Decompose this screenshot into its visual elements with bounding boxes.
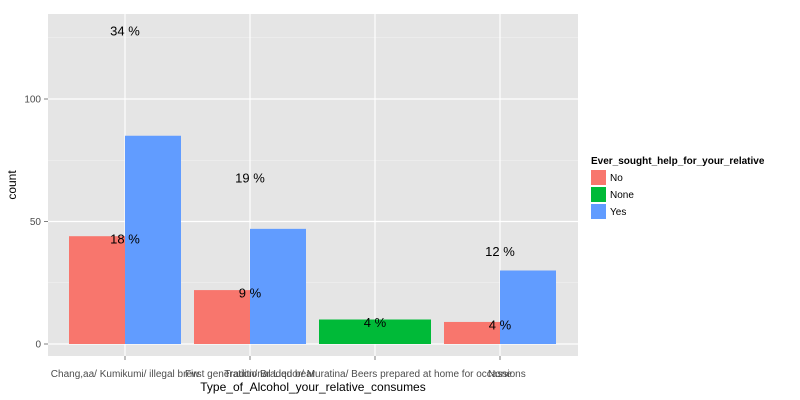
x-tick-label: Chang,aa/ Kumikumi/ illegal brew bbox=[51, 369, 200, 380]
data-labels: 34 % 18 % 19 % 9 % 4 % 12 % 4 % bbox=[110, 23, 515, 332]
percent-label: 34 % bbox=[110, 23, 140, 38]
percent-label: 12 % bbox=[485, 244, 515, 259]
x-tick-label: None bbox=[488, 369, 512, 380]
bar-no bbox=[444, 321, 500, 344]
bars bbox=[69, 135, 556, 344]
x-tick-label: First generation/ Braded bear bbox=[185, 369, 316, 380]
legend-label-no: No bbox=[610, 173, 623, 184]
y-axis-ticks: 0 50 100 bbox=[24, 95, 48, 351]
legend-label-yes: Yes bbox=[610, 207, 626, 218]
bar-none bbox=[319, 319, 431, 344]
bar-no bbox=[69, 236, 125, 344]
y-axis-title: count bbox=[5, 170, 19, 200]
percent-label: 4 % bbox=[364, 315, 387, 330]
x-tick-label: Traditional Liquor/ Muratina/ Beers prep… bbox=[224, 369, 525, 380]
percent-label: 18 % bbox=[110, 232, 140, 247]
percent-label: 19 % bbox=[235, 170, 265, 185]
legend-key-yes bbox=[591, 204, 606, 219]
legend: Ever_sought_help_for_your_relative No Non… bbox=[591, 156, 765, 219]
x-axis-title: Type_of_Alcohol_your_relative_consumes bbox=[200, 380, 425, 394]
y-tick-label: 50 bbox=[30, 217, 42, 228]
legend-key-none bbox=[591, 187, 606, 202]
legend-label-none: None bbox=[610, 190, 634, 201]
legend-key-no bbox=[591, 170, 606, 185]
legend-title: Ever_sought_help_for_your_relative bbox=[591, 156, 765, 167]
y-tick-label: 0 bbox=[35, 340, 41, 351]
y-tick-label: 100 bbox=[24, 95, 41, 106]
bar-yes bbox=[250, 228, 306, 344]
bar-yes bbox=[500, 270, 556, 344]
percent-label: 9 % bbox=[239, 286, 262, 301]
percent-label: 4 % bbox=[489, 317, 512, 332]
bar-no bbox=[194, 290, 250, 344]
bar-yes bbox=[125, 135, 181, 344]
